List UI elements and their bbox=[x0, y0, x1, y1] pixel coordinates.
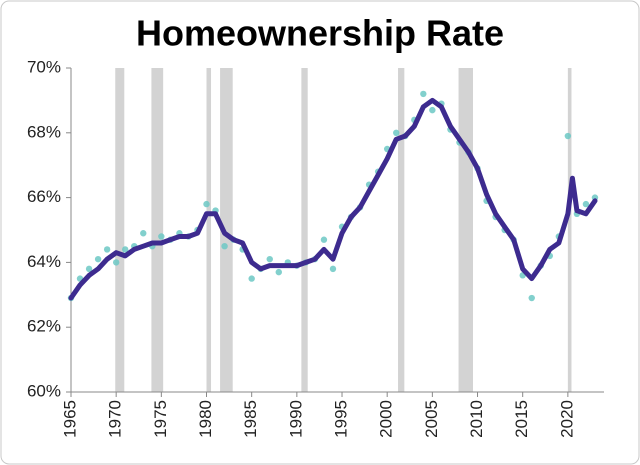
y-tick-label: 60% bbox=[27, 381, 61, 400]
x-tick-label: 2000 bbox=[377, 400, 396, 438]
data-point bbox=[94, 255, 102, 263]
data-point bbox=[393, 129, 400, 136]
data-point bbox=[140, 230, 147, 237]
data-point bbox=[275, 268, 282, 276]
recession-band bbox=[567, 68, 572, 392]
y-tick-label: 68% bbox=[27, 122, 61, 141]
x-tick-label: 2015 bbox=[512, 400, 531, 438]
data-point bbox=[203, 200, 210, 208]
x-tick-label: 1965 bbox=[60, 400, 79, 438]
data-point bbox=[266, 255, 273, 263]
data-point bbox=[582, 200, 590, 208]
data-point bbox=[429, 106, 436, 114]
recession-band bbox=[301, 68, 308, 392]
recession-band bbox=[206, 68, 212, 392]
data-point bbox=[248, 275, 255, 282]
recession-band bbox=[115, 68, 125, 392]
data-point bbox=[122, 246, 129, 253]
x-tick-label: 2020 bbox=[557, 400, 576, 438]
data-point bbox=[158, 233, 165, 240]
data-point bbox=[329, 265, 337, 273]
y-tick-label: 70% bbox=[27, 57, 61, 76]
trend-line bbox=[68, 97, 598, 301]
x-tick-label: 1970 bbox=[106, 400, 125, 438]
recession-band bbox=[220, 68, 233, 392]
recession-band bbox=[398, 68, 405, 392]
data-point bbox=[112, 259, 120, 266]
x-tick-label: 1980 bbox=[196, 400, 215, 438]
x-tick-label: 2010 bbox=[467, 400, 486, 438]
data-point bbox=[85, 265, 93, 273]
recession-band bbox=[458, 68, 474, 392]
x-tick-label: 1990 bbox=[286, 400, 305, 438]
data-point bbox=[420, 90, 427, 98]
x-tick-label: 2005 bbox=[422, 400, 441, 438]
x-tick-label: 1975 bbox=[151, 400, 170, 438]
y-tick-label: 62% bbox=[27, 317, 61, 336]
data-point bbox=[564, 132, 572, 140]
data-point bbox=[103, 246, 111, 253]
data-point bbox=[320, 236, 328, 243]
chart-title: Homeownership Rate bbox=[136, 13, 504, 54]
x-tick-label: 1985 bbox=[241, 400, 260, 438]
y-tick-label: 66% bbox=[27, 187, 61, 206]
data-point bbox=[221, 243, 228, 250]
recession-band bbox=[151, 68, 164, 392]
y-tick-label: 64% bbox=[27, 252, 61, 271]
x-tick-label: 1995 bbox=[332, 400, 351, 438]
data-point bbox=[528, 294, 535, 302]
